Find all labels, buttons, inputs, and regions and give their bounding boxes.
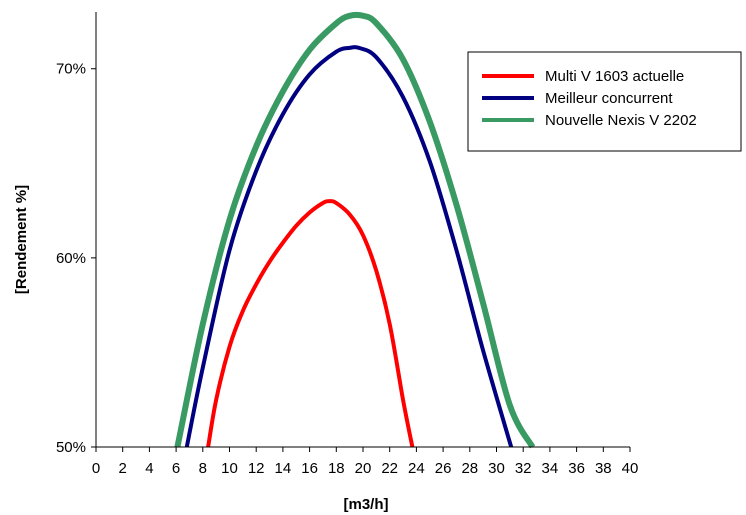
x-tick-label: 12 [248,460,265,477]
legend: Multi V 1603 actuelle Meilleur concurrent… [467,51,742,152]
x-tick-label: 38 [595,460,612,477]
y-tick-label: 70% [56,61,86,78]
x-tick-label: 28 [461,460,478,477]
legend-label: Nouvelle Nexis V 2202 [545,112,697,129]
series-line-meilleur-concurrent [184,45,514,448]
x-tick-label: 22 [381,460,398,477]
y-tick-label: 50% [56,439,86,456]
x-tick-label: 14 [275,460,292,477]
y-tick-label: 60% [56,250,86,267]
x-ticks: 0 2 4 6 8 10 12 14 16 18 20 22 24 26 28 30 32 34 36 38 40 [92,447,639,477]
x-tick-label: 18 [328,460,345,477]
x-tick-label: 0 [92,460,100,477]
plot-area [174,11,536,449]
x-tick-label: 10 [221,460,238,477]
x-tick-label: 36 [568,460,585,477]
y-ticks: 50% 60% 70% [56,61,96,456]
x-tick-label: 34 [542,460,559,477]
x-tick-label: 6 [172,460,180,477]
x-tick-label: 4 [145,460,153,477]
x-tick-label: 26 [435,460,452,477]
x-axis-title: [m3/h] [344,496,389,513]
legend-label: Meilleur concurrent [545,90,673,107]
series-line-nouvelle-nexis [174,11,536,449]
x-tick-label: 2 [119,460,127,477]
x-tick-label: 40 [622,460,639,477]
x-tick-label: 8 [199,460,207,477]
x-tick-label: 32 [515,460,532,477]
legend-label: Multi V 1603 actuelle [545,68,684,85]
x-tick-label: 30 [488,460,505,477]
legend-box [467,51,742,152]
x-tick-label: 24 [408,460,425,477]
y-axis-title: [Rendement %] [13,185,30,294]
x-tick-label: 16 [301,460,318,477]
x-tick-label: 20 [355,460,372,477]
series-line-multi-v-1603 [206,199,415,448]
